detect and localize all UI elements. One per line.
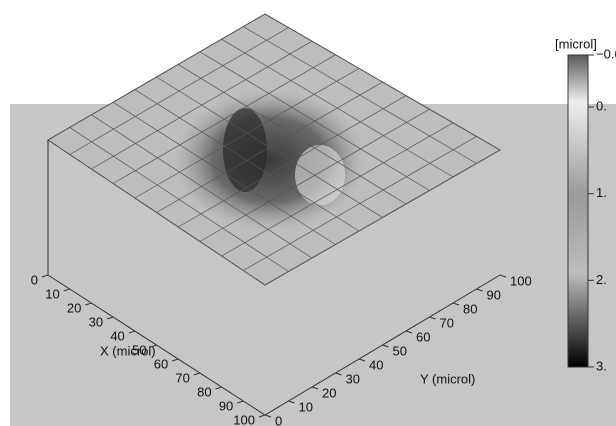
page: {"chart_data": {"type": "surface", "x_la… — [0, 0, 616, 426]
colorbar-tick-label: 2. — [596, 272, 607, 287]
x-tick-label: 30 — [89, 314, 103, 329]
y-tick-label: 10 — [299, 399, 313, 414]
x-tick-label: 40 — [110, 328, 124, 343]
y-tick-label: 100 — [510, 273, 532, 288]
chart: X (microl) Y (microl) [microl] 0 10 20 30 40… — [0, 0, 616, 426]
y-tick-label: 20 — [322, 385, 336, 400]
y-tick-label: 30 — [346, 371, 360, 386]
x-tick-label: 100 — [233, 412, 255, 426]
x-tick-label: 90 — [219, 398, 233, 413]
colorbar-tick-label: 1. — [596, 185, 607, 200]
colorbar — [568, 55, 588, 367]
y-tick-label: 90 — [487, 287, 501, 302]
x-tick-label: 60 — [154, 356, 168, 371]
colorbar-tick-label: 3. — [596, 358, 607, 373]
x-axis-label: X (microl) — [100, 343, 156, 358]
colorbar-label: [microl] — [555, 36, 597, 51]
x-tick-label: 20 — [67, 300, 81, 315]
y-tick-label: 40 — [369, 357, 383, 372]
y-tick-label: 50 — [393, 343, 407, 358]
y-tick-label: 80 — [463, 301, 477, 316]
x-tick-label: 50 — [132, 342, 146, 357]
surface-ridge — [295, 145, 345, 205]
x-tick-label: 80 — [197, 384, 211, 399]
x-tick-label: 70 — [175, 370, 189, 385]
colorbar-tick-label: 0. — [596, 98, 607, 113]
x-tick-label: 0 — [31, 272, 38, 287]
x-tick-label: 10 — [45, 286, 59, 301]
colorbar-tick-label: −0.6 — [596, 46, 616, 61]
y-tick-label: 60 — [416, 329, 430, 344]
y-axis-label: Y (microl) — [420, 371, 475, 386]
y-tick-label: 0 — [275, 413, 282, 426]
y-tick-label: 70 — [440, 315, 454, 330]
